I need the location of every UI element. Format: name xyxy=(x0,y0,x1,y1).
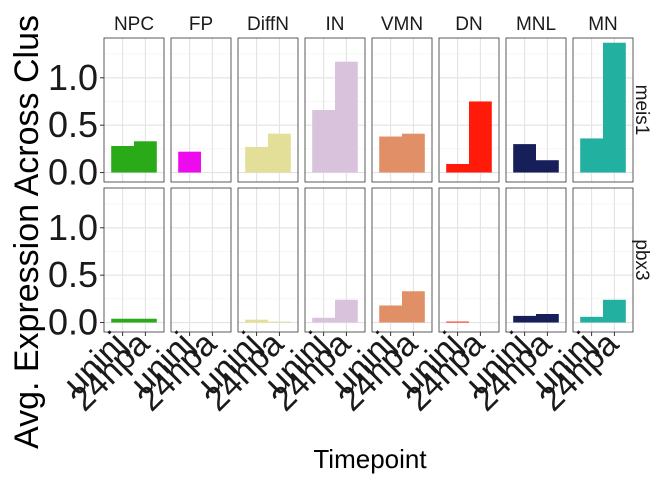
bar-pbx3-npc-uninj xyxy=(111,318,134,323)
panel-border xyxy=(505,37,567,183)
panel-border xyxy=(572,37,634,183)
bar-pbx3-vmn-24hpa xyxy=(402,291,425,323)
facet-title-mn: MN xyxy=(588,14,618,35)
y-tick-label: 1.0 xyxy=(48,57,98,98)
facet-strips: NPC FP DiffN IN VMN DN MNL MN meis1 pbx3 xyxy=(114,14,652,281)
panel-meis1-vmn xyxy=(371,37,433,183)
panel-meis1-in xyxy=(304,37,366,183)
panel-pbx3-diffn xyxy=(237,187,299,333)
y-axis-title: Avg. Expression Across Clus xyxy=(8,15,46,449)
panel-border xyxy=(103,37,165,183)
panel-pbx3-dn xyxy=(438,187,500,333)
bar-meis1-dn-24hpa xyxy=(469,101,492,173)
panel-meis1-npc xyxy=(103,37,165,183)
panel-pbx3-in xyxy=(304,187,366,333)
facet-title-dn: DN xyxy=(455,14,482,35)
panel-pbx3-npc xyxy=(103,187,165,333)
bar-meis1-dn-uninj xyxy=(446,164,469,173)
panel-border xyxy=(371,187,433,333)
bar-pbx3-in-uninj xyxy=(312,317,335,323)
bar-pbx3-mnl-uninj xyxy=(513,315,536,323)
panel-pbx3-vmn xyxy=(371,187,433,333)
x-axis: uninj24hpauninj24hpauninj24hpauninj24hpa… xyxy=(57,325,627,474)
y-tick-label: 0.0 xyxy=(48,152,98,193)
bar-meis1-vmn-24hpa xyxy=(402,133,425,173)
x-axis-title: Timepoint xyxy=(313,444,427,474)
bar-meis1-npc-uninj xyxy=(111,146,134,173)
y-tick-label: 0.0 xyxy=(48,302,98,343)
panel-meis1-diffn xyxy=(237,37,299,183)
facet-title-diffn: DiffN xyxy=(247,14,289,35)
facet-title-vmn: VMN xyxy=(381,14,423,35)
bar-meis1-mn-uninj xyxy=(580,138,603,173)
panel-pbx3-mnl xyxy=(505,187,567,333)
y-tick-label: 0.5 xyxy=(48,254,98,295)
bar-meis1-fp-uninj xyxy=(178,151,201,173)
panel-background xyxy=(104,188,164,332)
panel-meis1-mn xyxy=(572,37,634,183)
bar-pbx3-mn-uninj xyxy=(580,316,603,323)
y-axis: 0.0 0.5 1.0 0.0 0.5 1.0 xyxy=(48,57,104,343)
panel-border xyxy=(505,187,567,333)
facet-title-in: IN xyxy=(326,14,345,35)
bar-meis1-in-uninj xyxy=(312,110,335,173)
bar-pbx3-vmn-uninj xyxy=(379,305,402,323)
panel-border xyxy=(170,37,232,183)
facet-title-mnl: MNL xyxy=(516,14,556,35)
bar-pbx3-diffn-uninj xyxy=(245,319,268,323)
bar-pbx3-npc-24hpa xyxy=(134,318,157,323)
bar-meis1-diffn-24hpa xyxy=(268,133,291,173)
panel-background xyxy=(171,188,231,332)
bar-meis1-vmn-uninj xyxy=(379,136,402,173)
bar-pbx3-mnl-24hpa xyxy=(536,314,559,323)
y-axis-label-group: Avg. Expression Across Clus xyxy=(8,15,46,449)
bar-meis1-in-24hpa xyxy=(335,61,358,173)
row-title-meis1: meis1 xyxy=(631,85,652,136)
panel-border xyxy=(170,187,232,333)
bar-meis1-diffn-uninj xyxy=(245,146,268,173)
panel-meis1-dn xyxy=(438,37,500,183)
panel-meis1-fp xyxy=(170,37,232,183)
bar-pbx3-diffn-24hpa xyxy=(268,321,291,323)
panel-border xyxy=(304,187,366,333)
bar-meis1-mnl-uninj xyxy=(513,144,536,173)
facet-title-fp: FP xyxy=(189,14,213,35)
panel-meis1-mnl xyxy=(505,37,567,183)
panel-border xyxy=(438,37,500,183)
facet-panels xyxy=(103,37,634,333)
bar-pbx3-in-24hpa xyxy=(335,299,358,323)
panel-border xyxy=(103,187,165,333)
panel-background xyxy=(238,188,298,332)
bar-meis1-npc-24hpa xyxy=(134,141,157,173)
panel-border xyxy=(371,37,433,183)
bar-meis1-mn-24hpa xyxy=(603,42,626,173)
bar-pbx3-mn-24hpa xyxy=(603,299,626,323)
y-tick-label: 0.5 xyxy=(48,104,98,145)
row-title-pbx3: pbx3 xyxy=(631,239,652,280)
panel-border xyxy=(237,37,299,183)
y-tick-label: 1.0 xyxy=(48,207,98,248)
panel-border xyxy=(438,187,500,333)
panel-pbx3-mn xyxy=(572,187,634,333)
panel-background xyxy=(439,188,499,332)
panel-pbx3-fp xyxy=(170,187,232,333)
bar-meis1-mnl-24hpa xyxy=(536,160,559,173)
facet-title-npc: NPC xyxy=(114,14,154,35)
panel-background xyxy=(506,188,566,332)
bar-pbx3-dn-uninj xyxy=(446,321,469,323)
panel-border xyxy=(572,187,634,333)
panel-border xyxy=(237,187,299,333)
panel-border xyxy=(304,37,366,183)
